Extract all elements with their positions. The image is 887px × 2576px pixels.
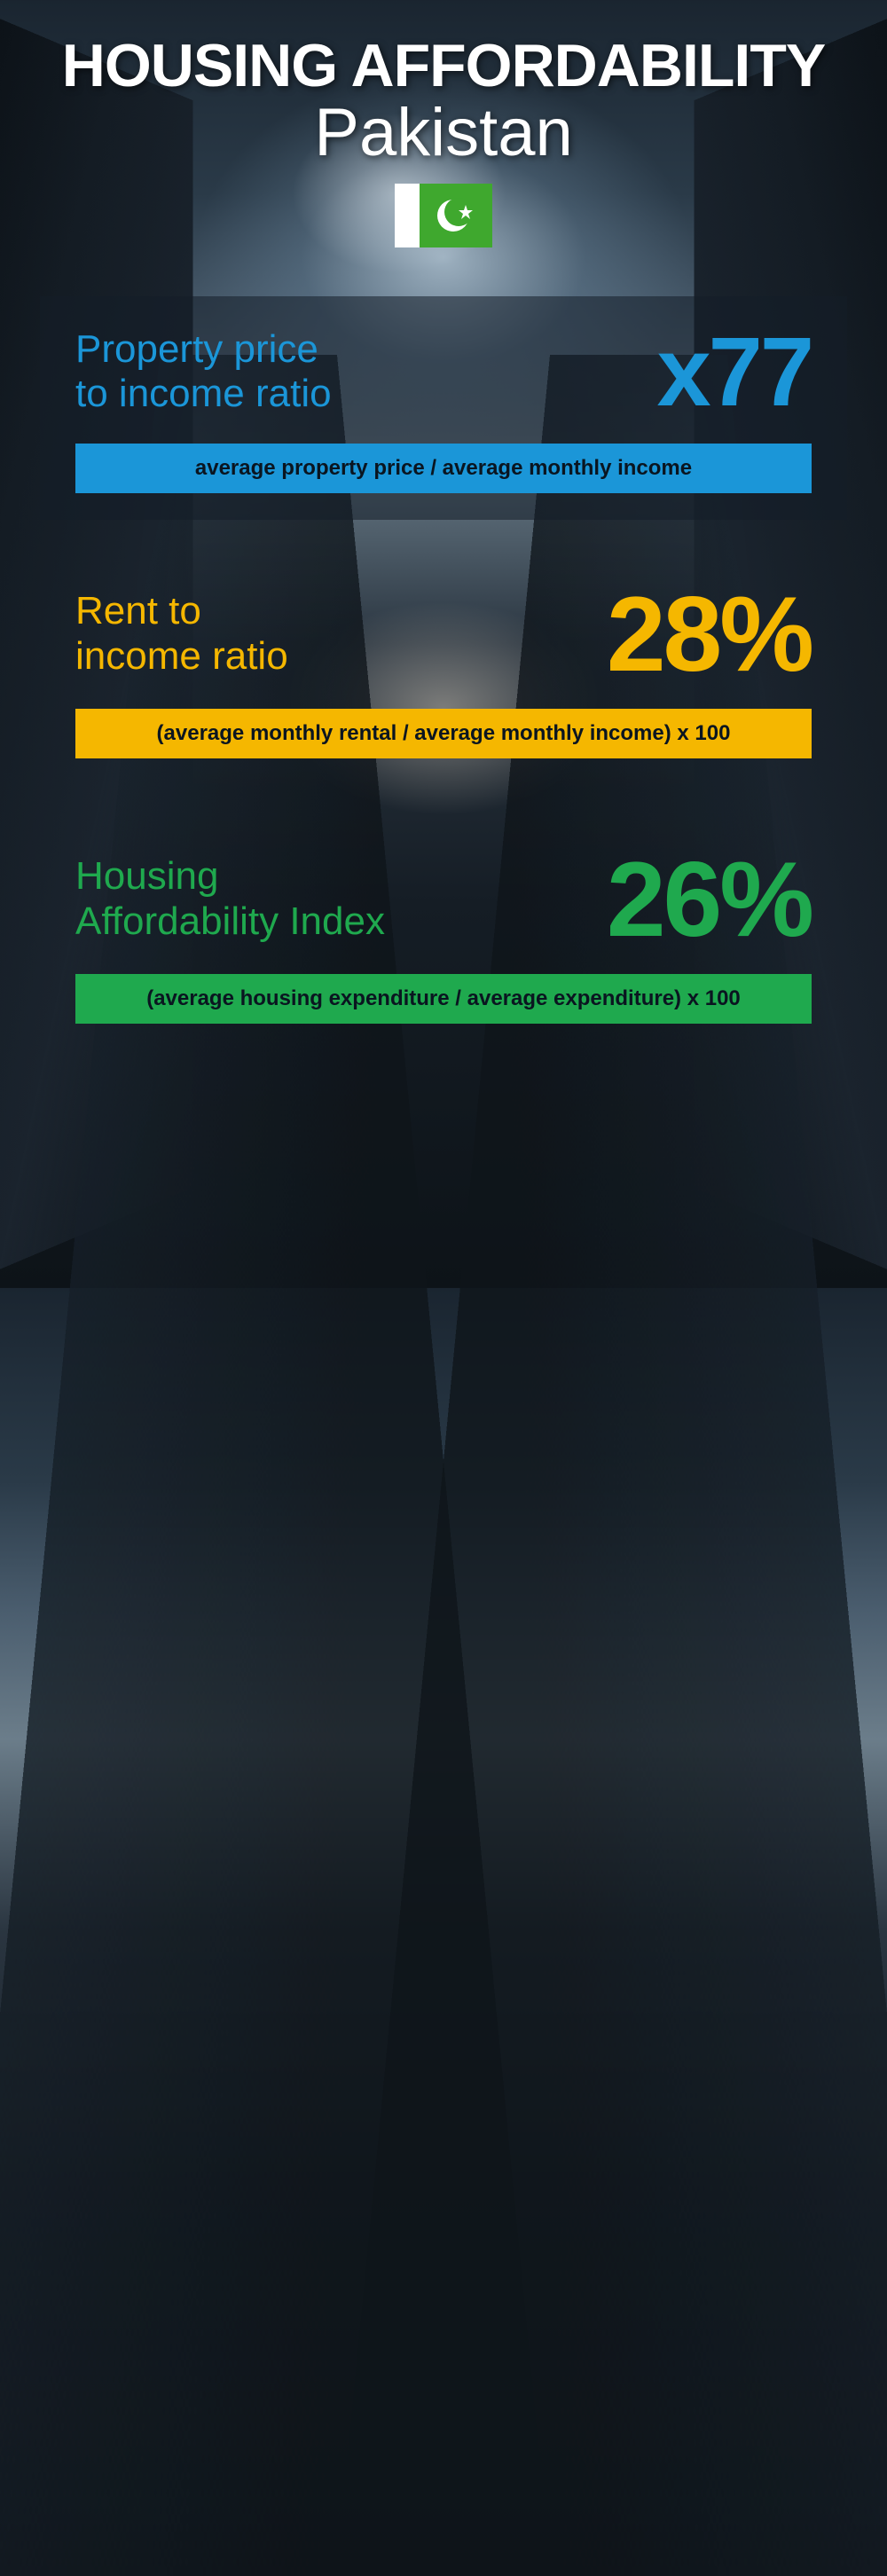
metric-card-rent: Rent to income ratio 28% (average monthl… <box>40 569 847 785</box>
main-title: HOUSING AFFORDABILITY <box>40 35 847 96</box>
label-line: to income ratio <box>75 372 332 415</box>
infographic-content: HOUSING AFFORDABILITY Pakistan Property … <box>0 0 887 1288</box>
formula-bar-housing: (average housing expenditure / average e… <box>75 974 812 1024</box>
header-section: HOUSING AFFORDABILITY Pakistan <box>40 35 847 252</box>
metric-label-rent: Rent to income ratio <box>75 589 288 679</box>
metric-card-property-price: Property price to income ratio x77 avera… <box>40 296 847 520</box>
metric-row: Property price to income ratio x77 <box>75 327 812 417</box>
pakistan-flag-icon <box>395 184 492 252</box>
label-line: Affordability Index <box>75 899 385 943</box>
label-line: income ratio <box>75 634 288 678</box>
metric-row: Rent to income ratio 28% <box>75 586 812 682</box>
metric-value-property: x77 <box>656 328 812 416</box>
label-line: Property price <box>75 327 318 371</box>
label-line: Housing <box>75 854 218 898</box>
subtitle-country: Pakistan <box>40 96 847 170</box>
label-line: Rent to <box>75 589 201 632</box>
metric-value-housing: 26% <box>607 852 812 947</box>
metric-label-property: Property price to income ratio <box>75 327 332 417</box>
formula-bar-property: average property price / average monthly… <box>75 444 812 493</box>
metric-label-housing: Housing Affordability Index <box>75 854 385 944</box>
metric-row: Housing Affordability Index 26% <box>75 852 812 947</box>
metric-value-rent: 28% <box>607 586 812 682</box>
metric-card-housing-index: Housing Affordability Index 26% (average… <box>40 834 847 1050</box>
formula-bar-rent: (average monthly rental / average monthl… <box>75 709 812 758</box>
